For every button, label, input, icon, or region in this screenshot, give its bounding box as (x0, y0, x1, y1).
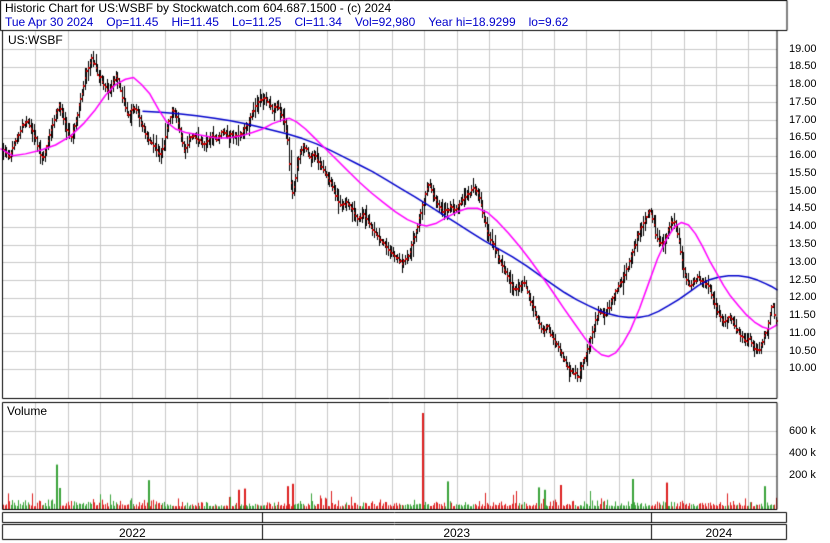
stock-chart-canvas (0, 0, 830, 543)
historic-chart-window: Historic Chart for US:WSBF by Stockwatch… (0, 0, 830, 543)
